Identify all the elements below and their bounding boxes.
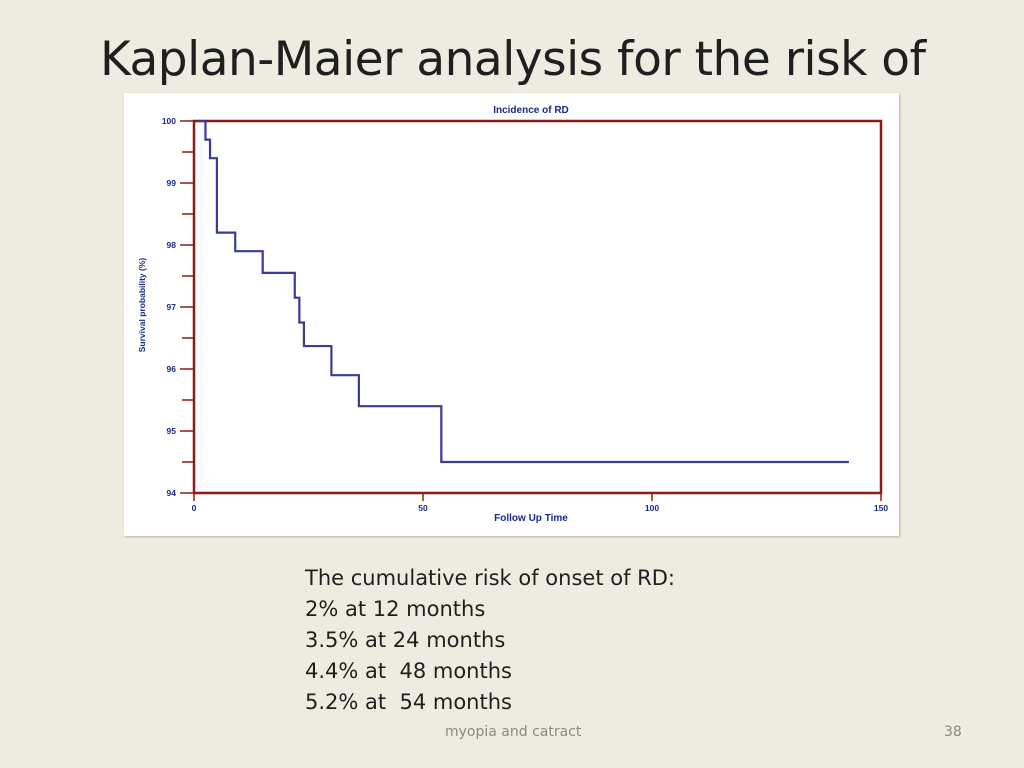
- notes-line-24-months: 3.5% at 24 months: [305, 628, 506, 652]
- slide-title: Kaplan-Maier analysis for the risk of: [100, 32, 926, 87]
- y-tick-label: 97: [167, 302, 177, 312]
- y-tick-label: 95: [167, 426, 177, 436]
- notes-line-12-months: 2% at 12 months: [305, 597, 486, 621]
- chart-svg: Incidence of RD Follow Up Time Survival …: [137, 105, 888, 524]
- y-tick-label: 100: [162, 116, 176, 126]
- x-tick-label: 100: [645, 503, 659, 513]
- x-axis-label: Follow Up Time: [494, 513, 568, 524]
- survival-curve-line: [198, 119, 849, 464]
- risk-notes: The cumulative risk of onset of RD: 2% a…: [305, 563, 675, 718]
- x-tick-label: 0: [192, 503, 197, 513]
- y-axis-label: Survival probability (%): [137, 258, 147, 353]
- notes-line-54-months: 5.2% at 54 months: [305, 690, 512, 714]
- plot-frame: [192, 119, 883, 495]
- page-number: 38: [944, 724, 962, 740]
- y-tick-label: 96: [167, 364, 177, 374]
- x-tick-label: 50: [418, 503, 428, 513]
- y-tick-label: 99: [167, 178, 177, 188]
- chart-title: Incidence of RD: [493, 105, 569, 116]
- notes-line-48-months: 4.4% at 48 months: [305, 659, 512, 683]
- y-tick-label: 94: [167, 488, 177, 498]
- y-tick-label: 98: [167, 240, 177, 250]
- notes-line-heading: The cumulative risk of onset of RD:: [305, 566, 675, 590]
- footer-text: myopia and catract: [445, 724, 582, 740]
- kaplan-meier-chart: Incidence of RD Follow Up Time Survival …: [124, 93, 899, 536]
- x-tick-label: 150: [874, 503, 888, 513]
